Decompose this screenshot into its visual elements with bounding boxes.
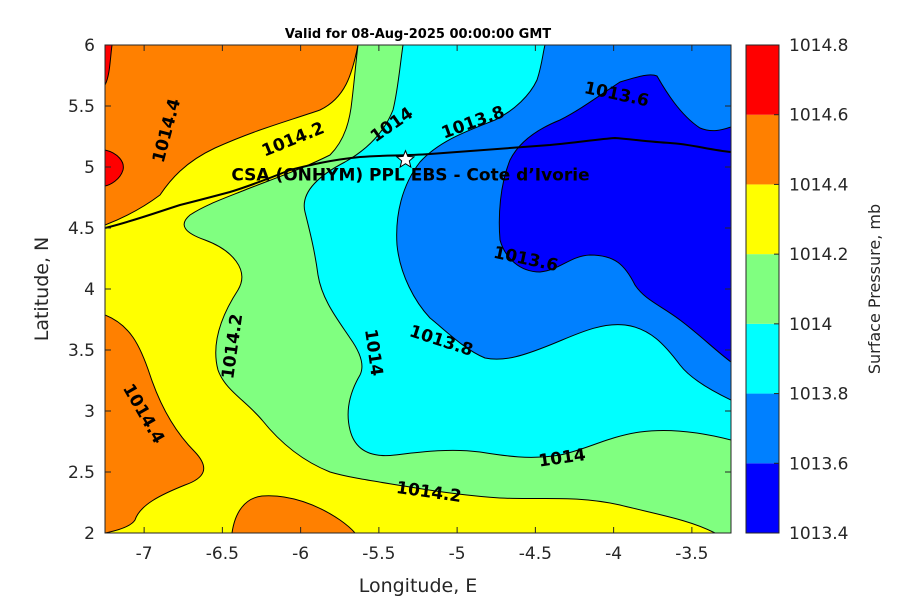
x-axis: -7 -6.5 -6 -5.5 -5 -4.5 -4 -3.5 [136, 45, 708, 564]
y-axis: 2 2.5 3 3.5 4 4.5 5 5.5 6 [68, 36, 731, 544]
colorbar-swatch [746, 393, 779, 464]
colorbar-frame [745, 44, 780, 534]
y-tick-label: 3.5 [68, 341, 95, 361]
colorbar-swatch [746, 254, 779, 324]
colorbar-tick-label: 1013.6 [789, 454, 848, 474]
colorbar-tick-label: 1013.8 [789, 385, 848, 405]
x-tick-label: -5.5 [362, 544, 395, 564]
colorbar-label: Surface Pressure, mb [865, 204, 884, 374]
x-tick-label: -4 [605, 544, 622, 564]
y-tick-label: 6 [84, 36, 95, 56]
y-axis-label: Latitude, N [31, 237, 53, 342]
colorbar-swatch [746, 45, 779, 115]
colorbar-tick-label: 1014.2 [789, 245, 848, 265]
x-tick-label: -6 [292, 544, 309, 564]
y-tick-label: 3 [84, 402, 95, 422]
x-axis-label: Longitude, E [359, 575, 478, 597]
y-tick-label: 4.5 [68, 219, 95, 239]
contour-fill [105, 45, 731, 533]
colorbar-tick-label: 1013.4 [789, 524, 848, 544]
x-tick-label: -4.5 [519, 544, 552, 564]
region-1014.4-bottom [105, 314, 205, 533]
colorbar-tick-label: 1014.4 [789, 175, 848, 195]
region-1014.4-bottom-2 [231, 495, 356, 533]
x-tick-label: -6.5 [206, 544, 239, 564]
colorbar-swatch [746, 323, 779, 394]
x-tick-label: -5 [449, 544, 466, 564]
colorbar: 1013.4 1013.6 1013.8 1014 1014.2 1014.4 1014.6… [745, 36, 848, 544]
y-tick-label: 5 [84, 158, 95, 178]
y-tick-label: 4 [84, 280, 95, 300]
colorbar-swatch [746, 114, 779, 185]
chart-title: Valid for 08-Aug-2025 00:00:00 GMT [285, 27, 551, 42]
site-label: CSA (ONHYM) PPL EBS - Cote d’Ivorie [231, 166, 589, 186]
colorbar-swatch [746, 184, 779, 255]
x-tick-label: -7 [136, 544, 153, 564]
colorbar-swatch [746, 463, 779, 533]
region-1013.4 [498, 74, 731, 363]
star-marker [395, 149, 416, 169]
colorbar-tick-label: 1014.8 [789, 36, 848, 56]
y-tick-label: 2 [84, 524, 95, 544]
region-1014.6-mid [105, 149, 124, 187]
colorbar-tick-label: 1014 [789, 315, 832, 335]
region-1014.4-top [105, 45, 359, 226]
x-tick-label: -3.5 [675, 544, 708, 564]
y-tick-label: 5.5 [68, 97, 95, 117]
site-marker [395, 149, 416, 169]
y-tick-label: 2.5 [68, 463, 95, 483]
colorbar-tick-label: 1014.6 [789, 106, 848, 126]
coastline [105, 136, 731, 229]
